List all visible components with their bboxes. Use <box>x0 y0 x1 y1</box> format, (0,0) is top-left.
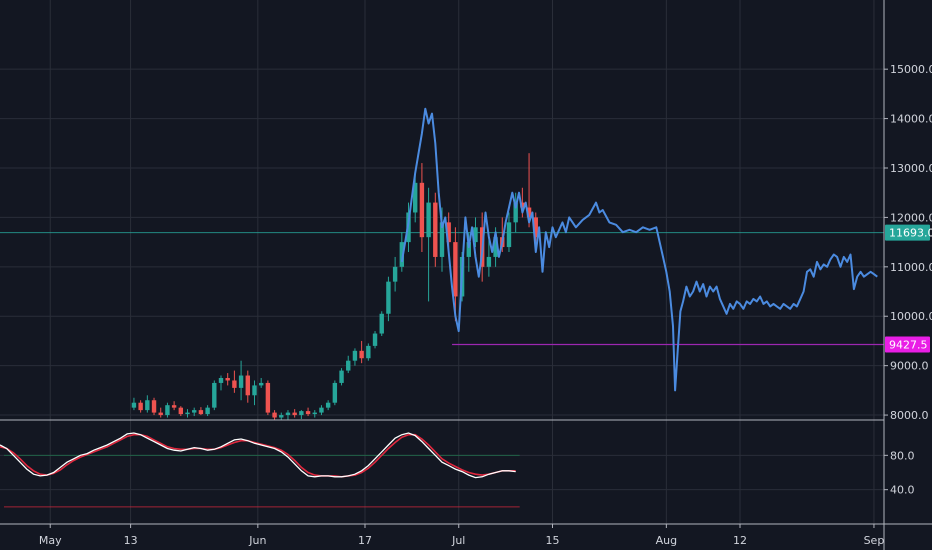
oscillator-axis-tick-label: 80.0 <box>890 449 915 462</box>
candle-body <box>151 400 157 413</box>
candle-body <box>325 402 331 408</box>
time-axis-tick-label: Jun <box>248 534 266 547</box>
candle-body <box>198 410 204 415</box>
candle-body <box>433 202 438 257</box>
price-axis-tick-label: 15000.0 <box>890 63 932 76</box>
price-line-series <box>400 107 878 392</box>
candle-body <box>366 345 371 359</box>
oscillator-axis[interactable]: 80.0 40.0 <box>884 449 915 497</box>
candle-body <box>439 222 445 257</box>
candle-body <box>359 350 364 359</box>
candle-body <box>486 256 492 267</box>
candle-body <box>533 217 538 238</box>
candle-body <box>346 360 351 371</box>
candle-body <box>493 237 498 257</box>
candle-body <box>379 313 384 334</box>
candle-body <box>473 227 478 243</box>
candle-body <box>299 411 304 416</box>
candle-body <box>165 405 170 416</box>
oscillator-pane[interactable] <box>0 432 520 508</box>
candle-body <box>285 412 291 416</box>
candle-body <box>292 412 297 416</box>
price-axis[interactable]: 15000.0 14000.0 13000.0 12000.0 11000.0 10000… <box>884 63 932 422</box>
candle-body <box>178 407 184 415</box>
time-axis-tick-label: Sep <box>864 534 885 547</box>
candle-body <box>506 222 512 248</box>
candle-body <box>312 412 317 415</box>
price-axis-tick-label: 10000.0 <box>890 310 932 323</box>
time-axis-tick-label: Jul <box>451 534 465 547</box>
candle-body <box>212 382 217 408</box>
oscillator-bands <box>4 454 520 508</box>
price-axis-tick-label: 8000.0 <box>890 409 929 422</box>
candle-body <box>446 222 451 243</box>
candle-body <box>413 182 418 213</box>
candle-body <box>305 411 311 415</box>
current-price-badge-background <box>885 224 930 241</box>
support-level-badge-label: 9427.5 <box>889 339 928 352</box>
price-axis-tick-label: 9000.0 <box>890 360 929 373</box>
candle-body <box>279 415 284 418</box>
candle-body <box>232 380 237 388</box>
candle-body <box>419 182 425 238</box>
candle-body <box>245 375 250 396</box>
candle-body <box>218 378 224 383</box>
time-axis-tick-label: 15 <box>546 534 560 547</box>
candle-body <box>386 281 391 314</box>
candle-body <box>192 410 197 413</box>
candle-body <box>145 400 150 411</box>
current-price-badge-label: 11693.0 <box>889 227 932 240</box>
candle-body <box>171 405 177 408</box>
time-axis-tick-label: Aug <box>656 534 677 547</box>
price-axis-tick-label: 13000.0 <box>890 162 932 175</box>
oscillator-main-line <box>0 432 516 479</box>
price-axis-tick-label: 11000.0 <box>890 261 932 274</box>
time-axis-tick-label: 13 <box>124 534 138 547</box>
candle-body <box>319 407 324 413</box>
time-axis-tick-label: May <box>39 534 62 547</box>
candle-body <box>526 207 532 218</box>
candle-body <box>185 412 190 415</box>
candle-body <box>158 412 163 416</box>
candle-body <box>138 402 143 411</box>
candle-body <box>265 382 271 413</box>
candle-body <box>352 350 358 361</box>
oscillator-signal-line <box>0 433 516 478</box>
time-axis-tick-label: 17 <box>358 534 372 547</box>
price-axis-tick-label: 14000.0 <box>890 113 932 126</box>
candle-body <box>372 333 378 346</box>
candle-body <box>238 375 244 388</box>
candle-body <box>252 385 257 396</box>
candle-body <box>225 378 230 381</box>
candle-body <box>520 202 525 208</box>
candle-body <box>272 412 277 418</box>
time-axis-tick-label: 12 <box>733 534 747 547</box>
candle-body <box>513 202 518 223</box>
candle-body <box>131 402 137 408</box>
candle-body <box>399 242 405 267</box>
main-pane[interactable] <box>0 107 884 420</box>
time-axis[interactable]: May 13 Jun 17 Jul 15 Aug 12 Sep <box>39 524 884 547</box>
candle-body <box>426 202 431 238</box>
price-badges: 11693.0 9427.5 <box>885 224 932 353</box>
candle-body <box>392 266 398 282</box>
support-level-badge-background <box>885 336 930 353</box>
candle-body <box>205 407 210 415</box>
price-axis-tick-label: 12000.0 <box>890 211 932 224</box>
candle-body <box>453 242 458 297</box>
candle-body <box>466 242 471 257</box>
oscillator-axis-tick-label: 40.0 <box>890 484 915 497</box>
candle-body <box>332 382 338 403</box>
candle-body <box>258 382 264 386</box>
candle-body <box>339 370 344 383</box>
